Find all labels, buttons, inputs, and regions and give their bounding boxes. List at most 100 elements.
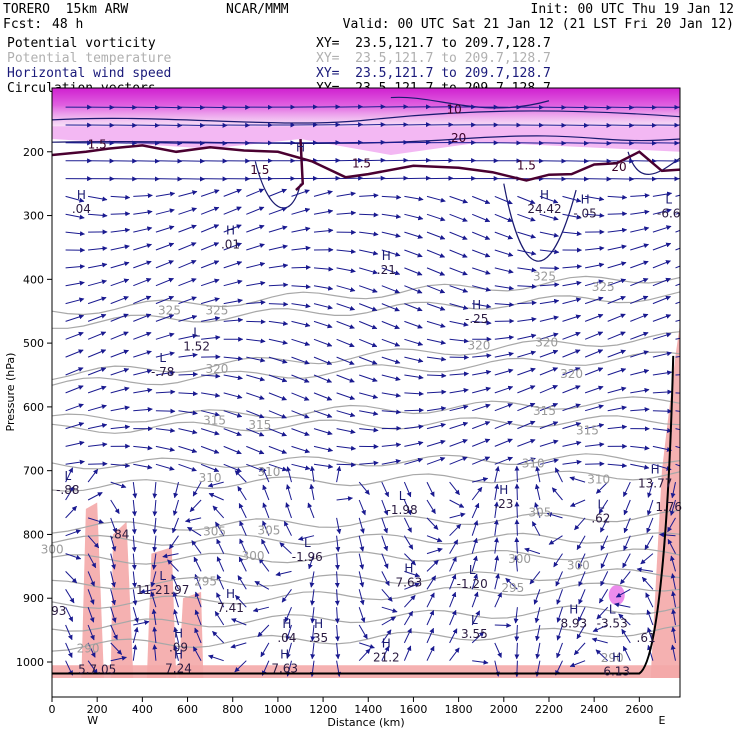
circulation-vector-468 [517,385,536,394]
circulation-vector-403 [313,356,333,365]
circulation-vector-681 [262,520,270,536]
circulation-vector-489 [359,410,379,416]
circulation-vector-821 [257,624,270,637]
circulation-vector-214 [472,231,491,240]
circulation-vector-495 [494,403,513,412]
circulation-vector-637 [534,483,541,501]
circulation-vector-656 [336,517,342,535]
circulation-vector-659 [403,517,412,533]
circulation-vector-236 [336,249,356,255]
circulation-vector-699 [659,532,676,538]
circulation-vector-190 [562,213,582,220]
circulation-vector-254 [110,261,130,269]
circulation-vector-723 [577,553,586,569]
circulation-vector-493 [449,404,469,412]
circulation-vector-657 [358,517,365,534]
circulation-vector-636 [514,483,520,501]
circulation-vector-844 [152,626,158,643]
extremum-marker-20: H [226,587,235,601]
isentrope-9 [52,532,680,546]
circulation-vector-251 [675,247,680,251]
circulation-vector-449 [87,385,107,394]
circulation-vector-167 [675,194,680,197]
circulation-vector-155 [404,195,424,202]
circulation-vector-550 [472,438,491,447]
extremum-value-29: 21.2 [373,651,400,665]
circulation-vector-651 [212,505,225,519]
circulation-vector-647 [131,517,137,535]
circulation-vector-175 [223,206,242,215]
circulation-vector-762 [194,573,202,590]
circulation-vector-282 [110,278,130,287]
circulation-vector-551 [494,438,513,447]
circulation-vector-799 [404,595,416,608]
circulation-vector-791 [216,592,225,608]
circulation-vector-674 [110,535,117,552]
circulation-vector-485 [268,410,287,419]
circulation-vector-395 [133,350,152,358]
circulation-vector-172 [155,208,175,215]
circulation-vector-540 [246,445,265,455]
circulation-vector-140 [65,195,85,203]
circulation-vector-537 [178,445,198,454]
circulation-vector-281 [87,279,107,287]
circulation-vector-338 [110,313,129,322]
circulation-vector-502 [652,408,673,414]
surface-shading-5 [52,665,680,678]
circulation-vector-451 [133,387,153,394]
extremum-value-9: -.78 [151,365,174,379]
circulation-vector-247 [585,245,605,251]
field-name-pv: Potential vorticity [7,36,156,51]
x-tick-label-6: 1200 [309,703,337,716]
circulation-vector-738 [275,570,292,577]
circulation-vector-378 [381,338,401,347]
extremum-value-19: 11.21.97 [136,583,189,597]
circulation-vector-513 [268,428,287,437]
extremum-value-23: .04 [277,631,296,645]
circulation-vector-99 [404,157,431,163]
isentrope-8 [52,509,680,534]
circulation-vector-811 [671,590,676,608]
circulation-vector-748 [513,555,519,572]
wind-speed-contour-0 [52,110,680,124]
circulation-vector-531 [675,428,680,431]
circulation-vector-732 [150,571,157,588]
isentrope-label-20: 300 [242,549,265,563]
circulation-vector-516 [336,428,356,435]
circulation-vector-616 [65,485,75,501]
circulation-vector-463 [404,391,424,397]
extremum-marker-8: L [193,325,200,339]
circulation-vector-356 [517,316,537,322]
isentrope-label-23: 295 [194,575,217,589]
circulation-vector-289 [268,282,289,288]
circulation-vector-13 [359,104,386,110]
circulation-vector-770 [381,588,393,602]
field-name-speed: Horizontal wind speed [7,66,172,81]
circulation-vector-188 [517,213,536,222]
circulation-vector-412 [517,350,537,358]
circulation-vector-333 [630,295,649,305]
circulation-vector-667 [574,517,586,531]
circulation-vector-258 [200,260,220,269]
extremum-value-22: 3.55 [461,627,488,641]
circulation-vector-535 [133,445,153,451]
circulation-vector-789 [172,591,179,608]
circulation-vector-89 [178,158,205,164]
circulation-vector-737 [258,558,270,572]
circulation-vector-663 [493,501,499,518]
circulation-vector-862 [556,642,563,659]
pv-label-6: 20 [611,160,626,174]
circulation-vector-367 [133,331,152,340]
circulation-vector-701 [87,553,97,569]
extremum-value-25: .09 [169,640,188,654]
circulation-vector-228 [155,242,175,251]
circulation-vector-873 [173,644,179,661]
circulation-vector-127 [404,175,431,181]
circulation-vector-721 [524,547,541,555]
circulation-vector-242 [472,249,491,258]
circulation-vector-585 [630,463,650,470]
circulation-vector-221 [630,226,650,233]
circulation-vector-306 [652,277,671,287]
circulation-vector-443 [584,367,604,376]
circulation-vector-231 [223,242,242,251]
